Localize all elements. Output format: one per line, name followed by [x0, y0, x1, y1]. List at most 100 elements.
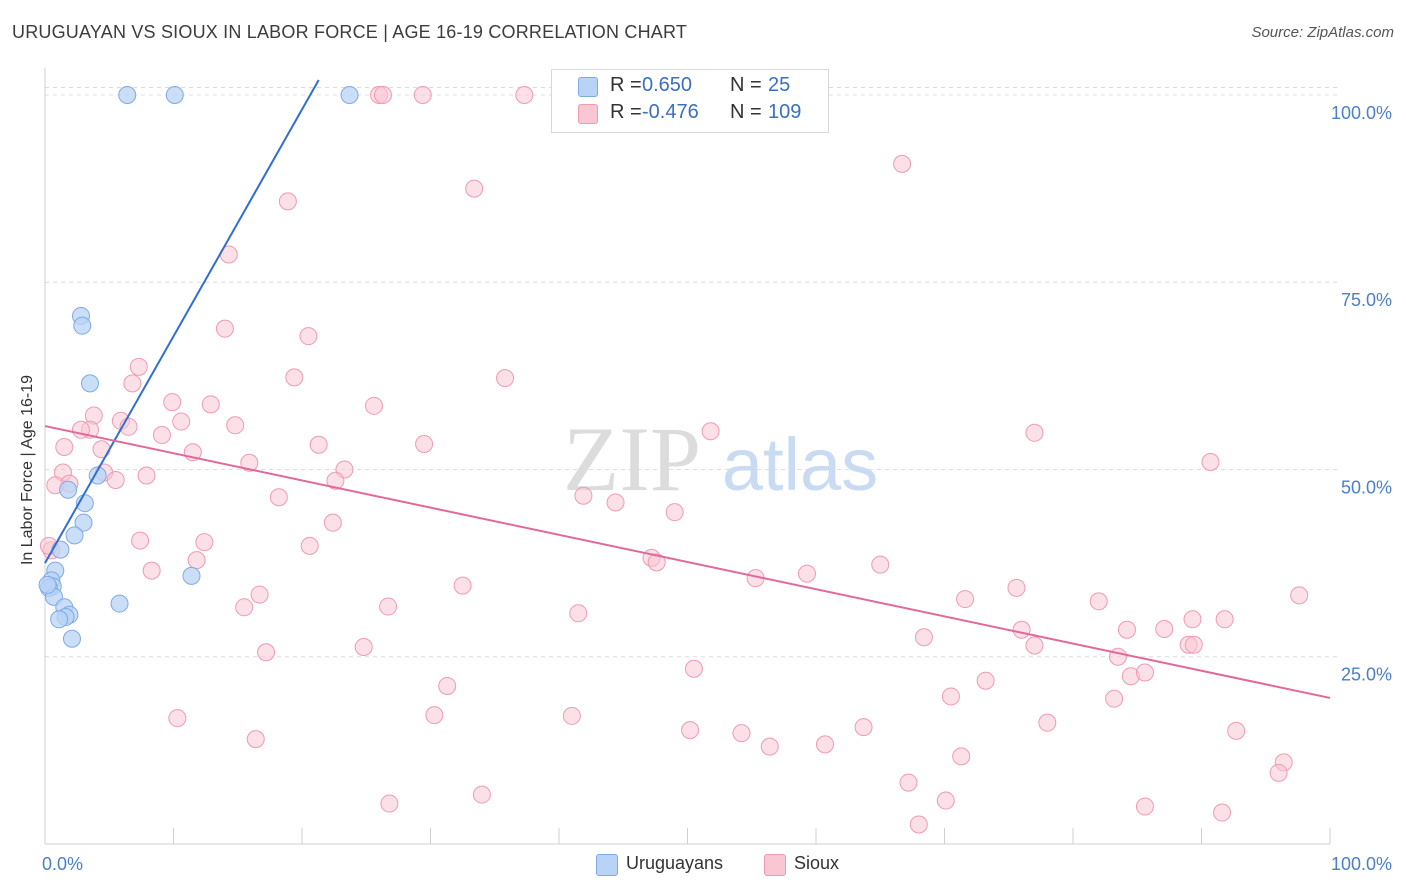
sioux-point: [438, 676, 457, 695]
y-tick-label: 25.0%: [1341, 665, 1392, 685]
legend-n-label: N =: [730, 74, 762, 96]
uruguayans-point: [118, 85, 137, 104]
y-tick-label: 100.0%: [1331, 103, 1392, 123]
source-credit: Source: ZipAtlas.com: [1251, 24, 1394, 41]
sioux-point: [168, 709, 187, 728]
sioux-point: [1155, 620, 1174, 639]
uruguayans-point: [182, 566, 201, 585]
sioux-point: [235, 598, 254, 617]
uruguayans-point: [340, 85, 359, 104]
legend-row-sioux: R = -0.476 N = 109: [552, 101, 828, 127]
legend-swatch-uruguayans: [578, 77, 598, 97]
sioux-point: [956, 590, 975, 609]
sioux-point: [854, 718, 873, 737]
sioux-point: [163, 393, 182, 412]
sioux-point: [1105, 689, 1124, 708]
sioux-point: [647, 553, 666, 572]
legend-label-uruguayans: Uruguayans: [626, 853, 724, 873]
y-tick-label: 75.0%: [1341, 290, 1392, 310]
legend-r-value: -0.476: [642, 101, 699, 123]
legend-r-value: 0.650: [642, 74, 693, 96]
sioux-point: [1269, 763, 1288, 782]
sioux-point: [1227, 721, 1246, 740]
sioux-point: [201, 395, 220, 414]
sioux-point: [379, 597, 398, 616]
sioux-point: [1183, 610, 1202, 629]
sioux-point: [1201, 453, 1220, 471]
sioux-point: [269, 488, 288, 507]
legend-n-value: 25: [768, 74, 791, 96]
sioux-point: [413, 85, 432, 104]
sioux-point: [1213, 803, 1232, 822]
sioux-point: [250, 585, 269, 604]
sioux-point: [364, 396, 383, 415]
sioux-point: [425, 706, 444, 725]
uruguayans-point: [88, 466, 107, 485]
sioux-point: [300, 536, 319, 555]
sioux-point: [936, 791, 955, 810]
series-legend: Uruguayans Sioux: [0, 853, 1406, 877]
sioux-point: [226, 416, 245, 435]
sioux-point: [760, 737, 779, 756]
sioux-point: [323, 513, 342, 532]
sioux-point: [1025, 636, 1044, 655]
sioux-point: [299, 327, 318, 346]
sioux-point: [1012, 620, 1031, 639]
sioux-point: [1215, 610, 1234, 629]
sioux-point: [899, 773, 918, 792]
sioux-point: [278, 192, 297, 211]
watermark: ZIP atlas: [563, 408, 878, 510]
uruguayans-point: [165, 85, 184, 104]
sioux-point: [1108, 647, 1127, 666]
correlation-legend: R = 0.650 N = 25 R = -0.476 N = 109: [551, 69, 829, 133]
uruguayans-point: [62, 629, 81, 648]
x-tick-label: 100.0%: [1331, 854, 1392, 874]
sioux-point: [215, 319, 234, 338]
sioux-point: [131, 531, 150, 550]
sioux-points: [39, 85, 1309, 834]
sioux-point: [909, 815, 928, 834]
uruguayans-point: [59, 480, 78, 499]
y-tick-label: 50.0%: [1341, 477, 1392, 497]
axes: [44, 68, 1331, 845]
sioux-trendline: [44, 425, 1331, 699]
sioux-point: [798, 564, 817, 583]
sioux-point: [606, 493, 625, 512]
uruguayans-point: [38, 575, 57, 594]
sioux-point: [1184, 635, 1203, 654]
sioux-point: [701, 422, 720, 441]
sioux-point: [952, 747, 971, 766]
sioux-point: [1135, 663, 1154, 682]
uruguayans-point: [50, 610, 69, 629]
sioux-point: [142, 561, 161, 580]
sioux-point: [415, 435, 434, 454]
sioux-point: [871, 555, 890, 574]
sioux-point: [309, 435, 328, 454]
sioux-point: [681, 721, 700, 740]
sioux-point: [515, 85, 534, 104]
sioux-point: [240, 453, 259, 472]
sioux-point: [893, 154, 912, 173]
sioux-point: [137, 466, 156, 485]
legend-n-label: N =: [730, 101, 762, 123]
legend-label-sioux: Sioux: [794, 853, 840, 873]
legend-row-uruguayans: R = 0.650 N = 25: [552, 74, 828, 100]
sioux-point: [354, 638, 373, 657]
sioux-point: [941, 687, 960, 706]
sioux-point: [562, 706, 581, 725]
sioux-point: [453, 576, 472, 595]
sioux-point: [187, 551, 206, 570]
sioux-point: [472, 785, 491, 804]
trendlines: [44, 79, 1331, 699]
legend-swatch-sioux: [578, 104, 598, 124]
sioux-point: [465, 179, 484, 198]
legend-swatch-sioux: [764, 854, 786, 876]
sioux-point: [1025, 423, 1044, 442]
sioux-point: [123, 374, 142, 393]
sioux-point: [976, 671, 995, 690]
uruguayans-point: [65, 526, 84, 545]
sioux-point: [732, 724, 751, 743]
sioux-point: [569, 604, 588, 623]
uruguayans-point: [110, 594, 129, 613]
